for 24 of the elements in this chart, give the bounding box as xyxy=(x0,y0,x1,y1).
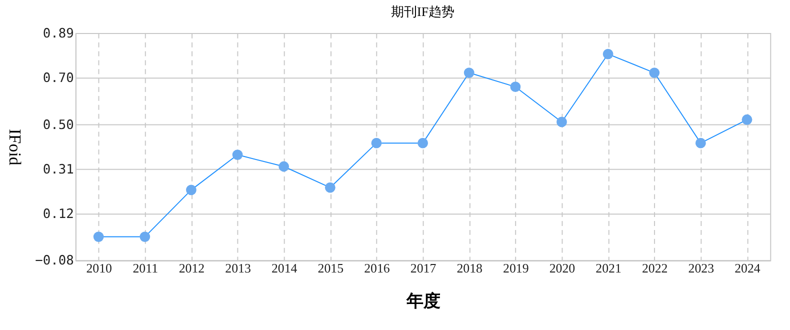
y-tick-label: 0.12 xyxy=(42,206,74,222)
y-tick-label: −0.08 xyxy=(35,254,74,269)
x-tick-label: 2016 xyxy=(364,262,390,276)
x-tick-label: 2020 xyxy=(549,262,576,276)
x-tick-label: 2023 xyxy=(688,262,714,276)
x-tick-label: 2018 xyxy=(456,262,482,276)
y-axis-title: IFoid xyxy=(5,128,24,166)
x-tick-label: 2017 xyxy=(410,262,437,276)
x-tick-label: 2024 xyxy=(734,262,761,276)
x-axis-title: 年度 xyxy=(405,291,440,310)
x-tick-label: 2013 xyxy=(225,262,251,276)
y-tick-label: 0.50 xyxy=(42,118,74,133)
x-tick-label: 2019 xyxy=(503,262,529,276)
x-tick-label: 2012 xyxy=(178,262,205,276)
x-tick-label: 2010 xyxy=(86,262,112,276)
x-tick-label: 2014 xyxy=(271,262,298,276)
y-tick-label: 0.31 xyxy=(42,162,74,178)
x-tick-label: 2022 xyxy=(642,262,668,276)
x-tick-label: 2011 xyxy=(132,262,158,276)
x-tick-label: 2021 xyxy=(596,262,622,276)
y-tick-label: 0.70 xyxy=(42,70,74,86)
chart-title: 期刊IF趋势 xyxy=(391,5,455,20)
x-tick-label: 2015 xyxy=(318,262,344,276)
y-tick-label: 0.89 xyxy=(42,26,74,42)
